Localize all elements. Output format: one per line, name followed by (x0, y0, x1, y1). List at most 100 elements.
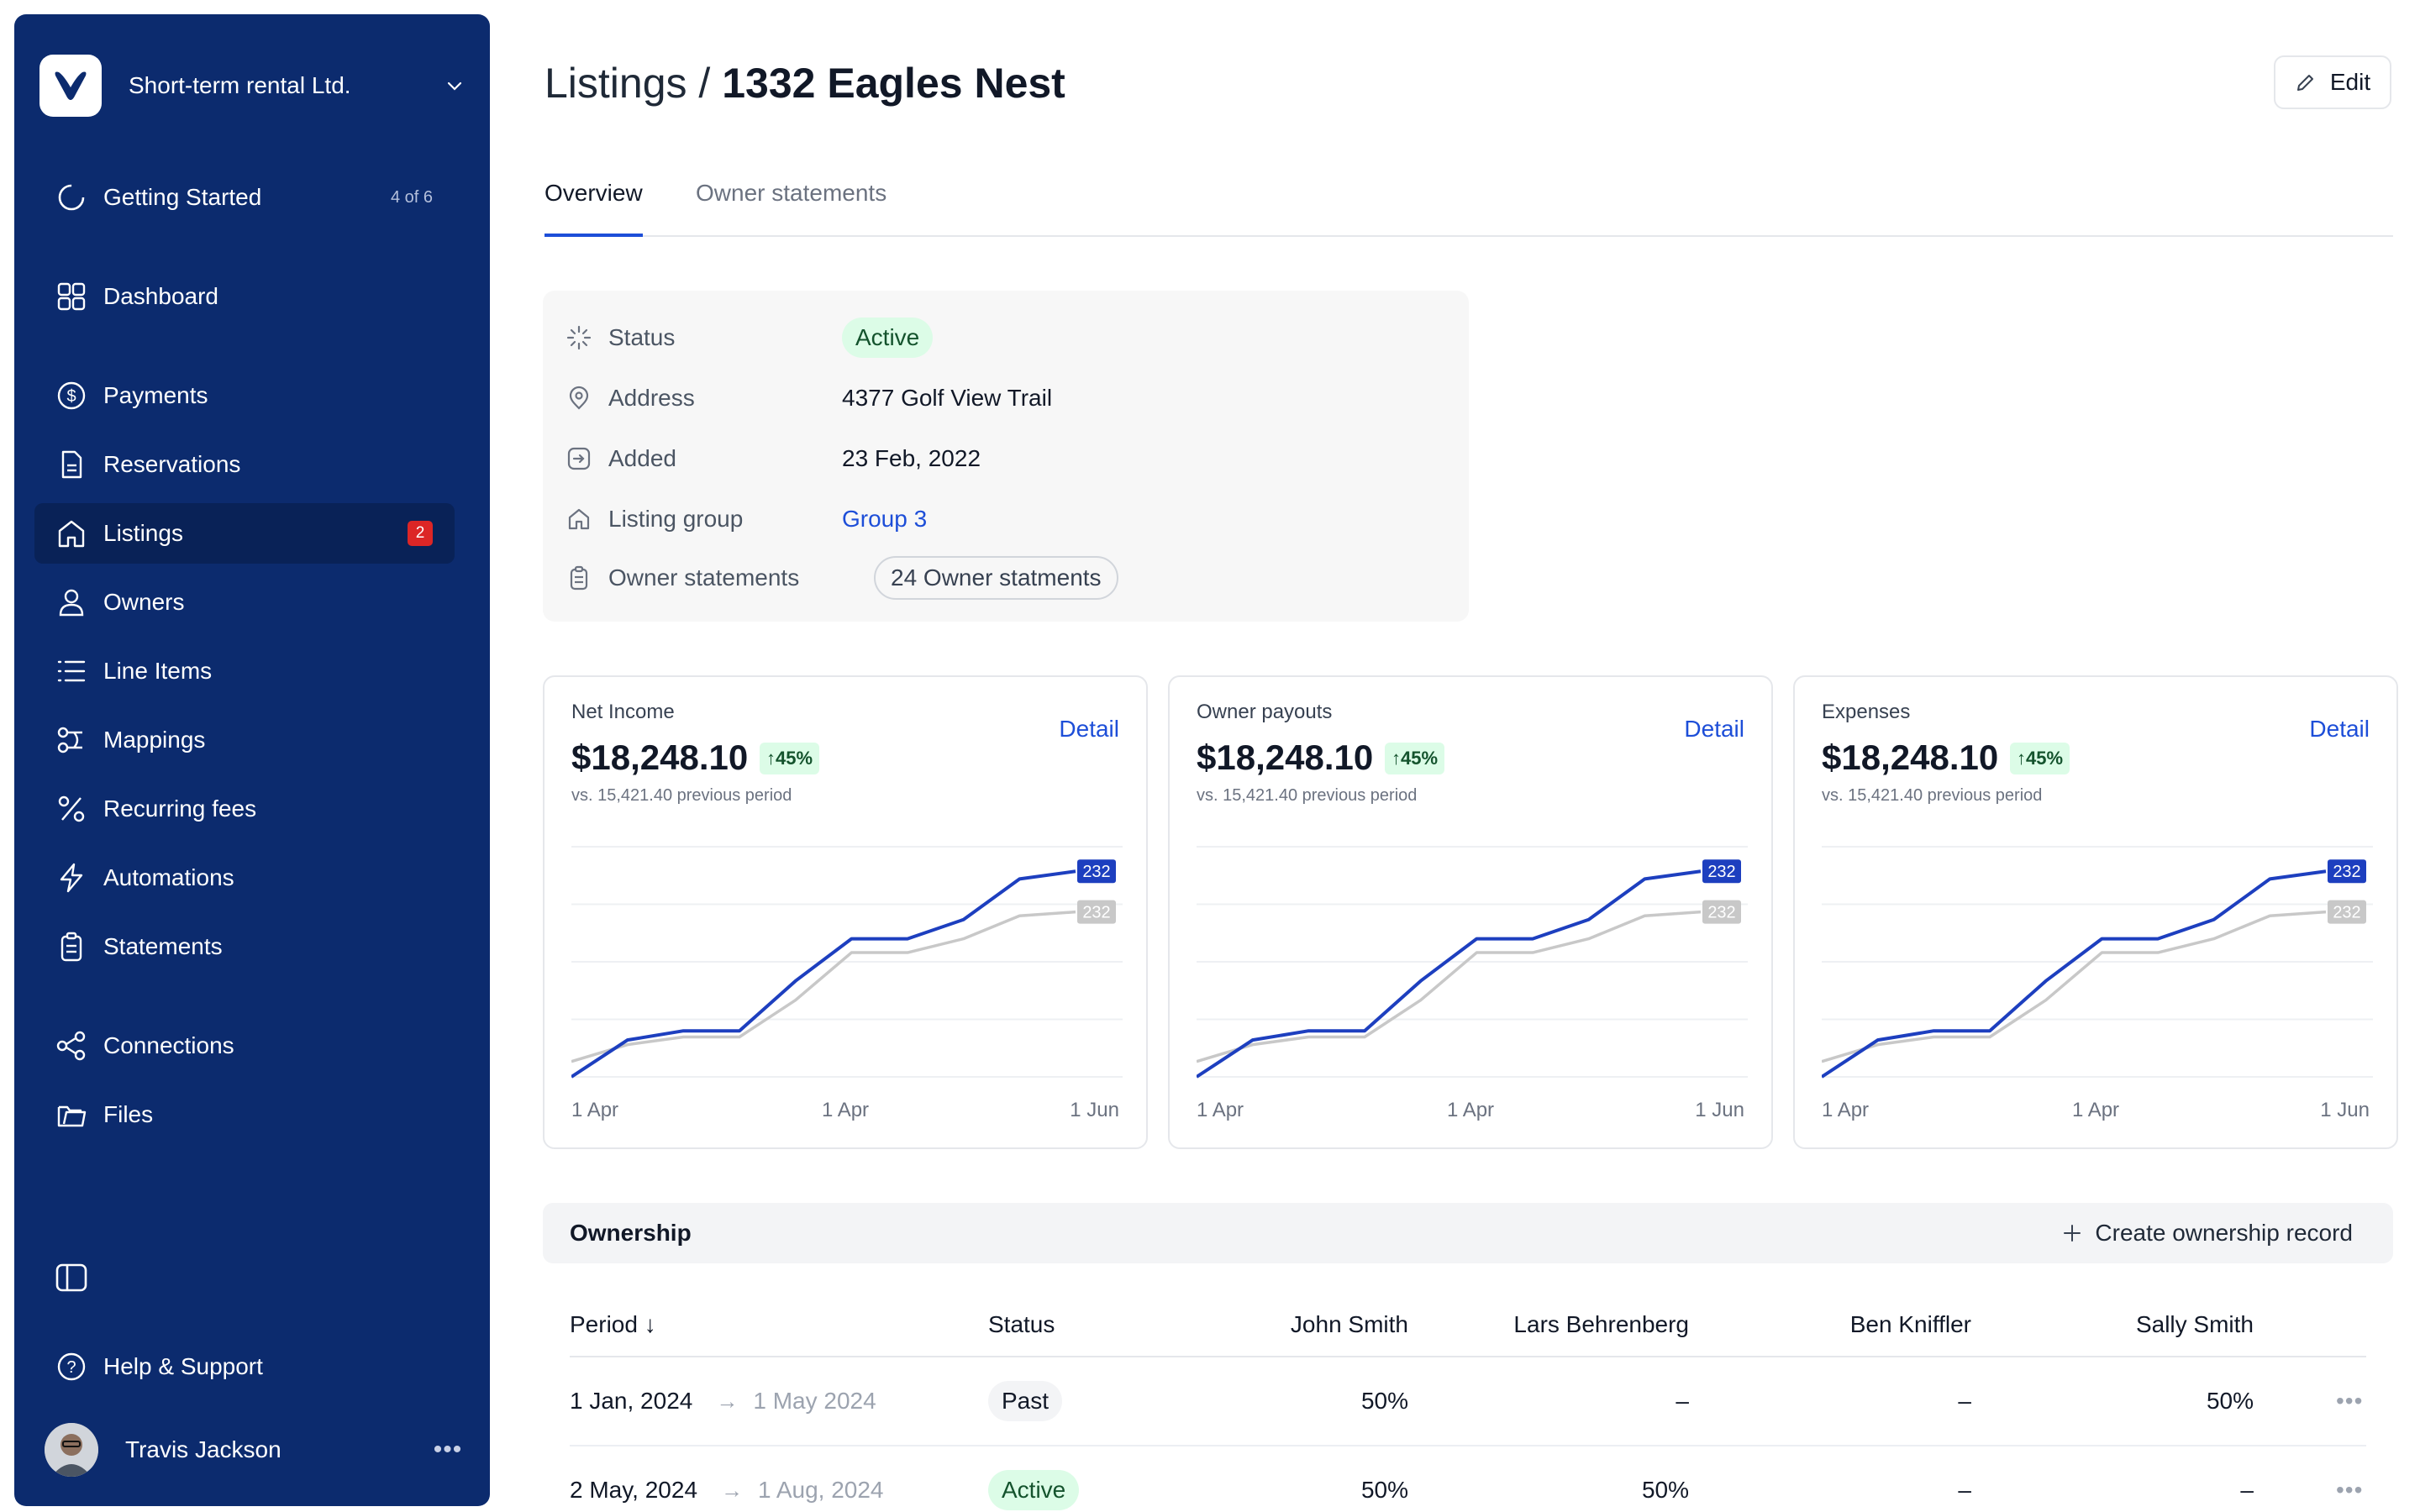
more-icon[interactable]: ••• (2336, 1388, 2364, 1414)
address-label: Address (608, 385, 695, 411)
sidebar-item-line-items[interactable]: Line Items (34, 641, 455, 701)
x-tick-label: 1 Jun (2320, 1099, 2370, 1121)
added-row: Added 23 Feb, 2022 (565, 438, 1455, 479)
create-ownership-label: Create ownership record (2095, 1220, 2353, 1246)
sidebar-item-reservations[interactable]: Reservations (34, 434, 455, 495)
org-switcher[interactable]: Short-term rental Ltd. (39, 55, 468, 117)
end-value-label: 232 (1082, 904, 1110, 922)
sidebar-item-owners[interactable]: Owners (34, 572, 455, 633)
user-profile[interactable]: Travis Jackson ••• (45, 1422, 465, 1478)
home-icon (55, 517, 88, 550)
end-label-bg (1077, 859, 1116, 884)
ownership-header: Ownership Create ownership record (543, 1203, 2393, 1263)
owner-payouts-card: Owner payouts Detail $18,248.10 ↑45% vs. 15,… (1168, 675, 1773, 1149)
change-badge: ↑45% (2010, 743, 2070, 774)
table-row[interactable]: 2 May, 2024 → 1 Aug, 2024 Active 50% 50% – – ••• (570, 1446, 2366, 1512)
connections-icon (55, 1029, 88, 1063)
stat-value: $18,248.10 (1197, 738, 1374, 777)
org-logo (39, 55, 102, 117)
mapping-icon (55, 723, 88, 757)
sidebar-item-dashboard[interactable]: Dashboard (34, 266, 455, 327)
status-cell: Active (988, 1446, 1080, 1512)
column-header-period[interactable]: Period ↓ (570, 1311, 656, 1337)
sidebar-item-getting-started[interactable]: Getting Started 4 of 6 (34, 167, 455, 228)
user-name: Travis Jackson (125, 1436, 281, 1462)
edit-button[interactable]: Edit (2274, 55, 2391, 109)
sidebar-item-label: Automations (103, 864, 234, 890)
group-link[interactable]: Group 3 (842, 506, 928, 532)
loader-icon (565, 323, 593, 352)
column-header-owner: Ben Kniffler (1849, 1311, 1971, 1337)
sidebar-item-label: Files (103, 1101, 154, 1127)
sidebar: Short-term rental Ltd. Getting Started 4 … (14, 14, 490, 1506)
user-icon (55, 585, 88, 619)
expenses-card: Expenses Detail $18,248.10 ↑45% vs. 15,421.4… (1793, 675, 2398, 1149)
progress-circle-icon (55, 181, 88, 214)
detail-link[interactable]: Detail (1684, 716, 1744, 742)
sidebar-item-label: Dashboard (103, 283, 218, 309)
ownership-share: 50% (2206, 1388, 2254, 1414)
help-icon: ? (55, 1350, 88, 1383)
group-label: Listing group (608, 506, 744, 532)
sidebar-item-recurring-fees[interactable]: Recurring fees (34, 779, 455, 839)
column-header-owner: Lars Behrenberg (1513, 1311, 1689, 1337)
create-ownership-button[interactable]: Create ownership record (2061, 1220, 2353, 1247)
statements-row: Owner statements 24 Owner statments (565, 556, 1455, 600)
document-icon (55, 448, 88, 481)
ownership-share: – (2240, 1477, 2254, 1503)
breadcrumb[interactable]: Listings / (544, 60, 711, 107)
sidebar-item-label: Help & Support (103, 1353, 263, 1379)
status-row: Status Active (565, 318, 1455, 358)
stat-label: Net Income (571, 701, 675, 723)
sidebar-item-files[interactable]: Files (34, 1084, 455, 1145)
status-cell: Past (988, 1357, 1063, 1445)
sidebar-item-connections[interactable]: Connections (34, 1016, 455, 1076)
clipboard-icon (565, 564, 593, 592)
calendar-arrow-icon (565, 444, 593, 473)
chevron-down-icon[interactable] (441, 72, 468, 99)
listing-details-card: Status Active Address 4377 Golf View Tra… (543, 291, 1469, 622)
series-line-current (1197, 869, 1702, 1079)
x-tick-label: 1 Jun (1695, 1099, 1744, 1121)
series-line-previous (1197, 910, 1702, 1063)
tab-overview[interactable]: Overview (544, 180, 643, 237)
table-row[interactable]: 1 Jan, 2024 → 1 May 2024 Past 50% – – 50% ••• (570, 1357, 2366, 1446)
sidebar-toggle-icon[interactable] (55, 1261, 88, 1294)
added-value: 23 Feb, 2022 (842, 445, 981, 471)
svg-text:$: $ (66, 387, 76, 406)
status-badge: Past (988, 1381, 1063, 1421)
sidebar-item-statements[interactable]: Statements (34, 916, 455, 977)
statements-pill[interactable]: 24 Owner statments (874, 556, 1118, 600)
sidebar-item-label: Payments (103, 382, 208, 408)
end-value-label: 232 (1707, 863, 1735, 881)
dashboard-grid-icon (55, 280, 88, 313)
sidebar-item-payments[interactable]: $ Payments (34, 365, 455, 426)
dollar-circle-icon: $ (55, 379, 88, 412)
detail-link[interactable]: Detail (1059, 716, 1119, 742)
detail-link[interactable]: Detail (2309, 716, 2370, 742)
more-icon[interactable]: ••• (433, 1436, 463, 1463)
sidebar-item-label: Listings (103, 520, 183, 546)
tab-owner-statements[interactable]: Owner statements (696, 180, 887, 206)
percent-icon (55, 792, 88, 826)
end-label-bg (1077, 900, 1116, 924)
net-income-card: Net Income Detail $18,248.10 ↑45% vs. 15,421… (543, 675, 1148, 1149)
home-icon (565, 505, 593, 533)
x-tick-label: 1 Apr (822, 1099, 870, 1121)
end-label-bg (1702, 900, 1741, 924)
column-header-status: Status (988, 1311, 1055, 1337)
sidebar-item-help-support[interactable]: ? Help & Support (34, 1336, 455, 1397)
stat-comparison: vs. 15,421.40 previous period (1822, 786, 2043, 805)
period-start: 2 May, 2024 (570, 1477, 698, 1503)
sidebar-item-listings[interactable]: Listings 2 (34, 503, 455, 564)
period-start: 1 Jan, 2024 (570, 1388, 693, 1414)
end-value-label: 232 (1082, 863, 1110, 881)
x-tick-label: 1 Apr (1197, 1099, 1244, 1121)
more-icon[interactable]: ••• (2336, 1477, 2364, 1503)
org-name: Short-term rental Ltd. (129, 72, 351, 98)
lightning-icon (55, 861, 88, 895)
change-badge: ↑45% (760, 743, 820, 774)
address-row: Address 4377 Golf View Trail (565, 378, 1455, 418)
sidebar-item-automations[interactable]: Automations (34, 848, 455, 908)
sidebar-item-mappings[interactable]: Mappings (34, 710, 455, 770)
